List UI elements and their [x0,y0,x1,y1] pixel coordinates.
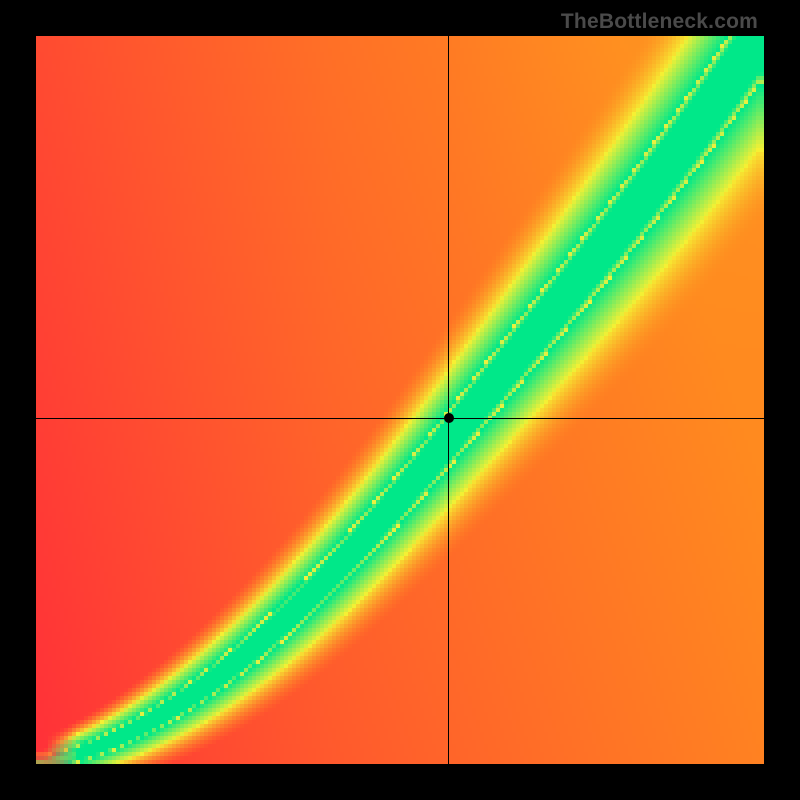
heatmap-plot [36,36,764,764]
watermark-text: TheBottleneck.com [561,10,758,34]
crosshair-horizontal [36,418,764,419]
crosshair-vertical [448,36,449,764]
crosshair-dot [444,413,454,423]
heatmap-canvas [36,36,764,764]
